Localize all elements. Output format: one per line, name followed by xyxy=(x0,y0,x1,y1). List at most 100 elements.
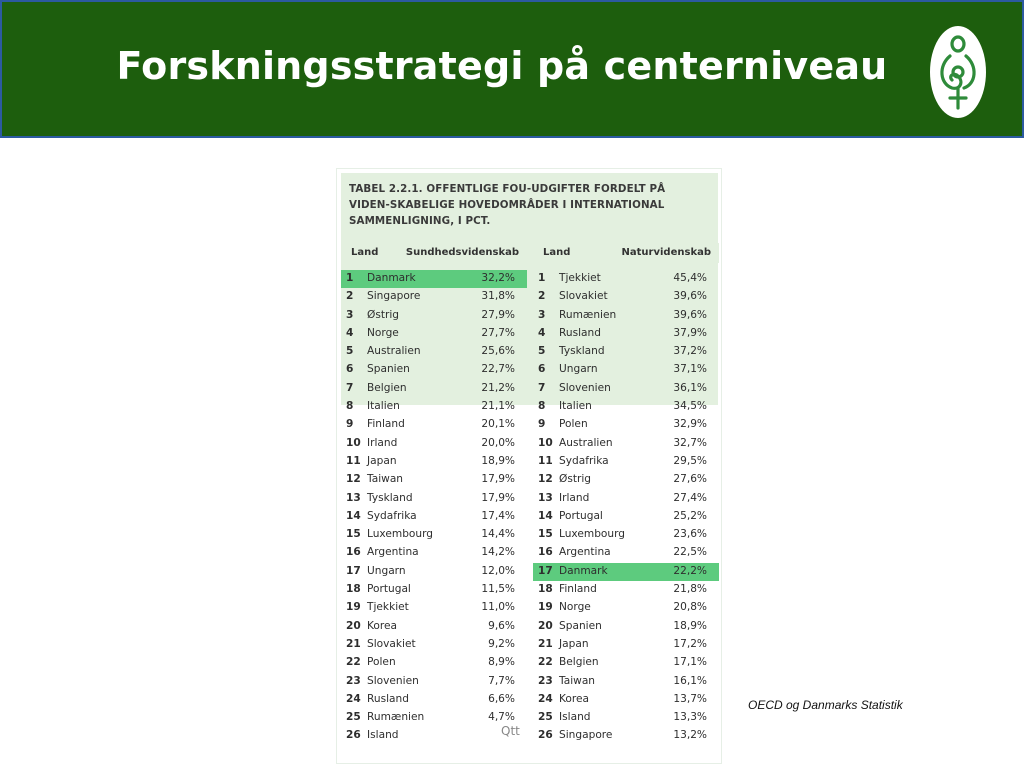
value-cell: 39,6% xyxy=(673,308,707,321)
table-row: 3 Rumænien 39,6% xyxy=(533,307,719,325)
table-header-row: Land Sundhedsvidenskab xyxy=(341,243,527,263)
table-row: 9 Finland 20,1% xyxy=(341,416,527,434)
rank-cell: 15 xyxy=(346,528,361,541)
country-cell: Luxembourg xyxy=(559,528,626,541)
table-row: 13 Tyskland 17,9% xyxy=(341,490,527,508)
value-cell: 25,2% xyxy=(673,509,707,522)
rank-cell: 18 xyxy=(346,583,361,596)
rank-cell: 20 xyxy=(346,619,361,632)
value-cell: 27,7% xyxy=(481,326,515,339)
value-cell: 6,6% xyxy=(488,692,515,705)
country-cell: Norge xyxy=(559,601,591,614)
rank-cell: 23 xyxy=(346,674,361,687)
rank-cell: 19 xyxy=(538,601,553,614)
country-cell: Rusland xyxy=(559,326,601,339)
value-cell: 22,5% xyxy=(673,546,707,559)
country-cell: Italien xyxy=(367,400,400,413)
country-cell: Luxembourg xyxy=(367,528,434,541)
table-rows-right: 1 Tjekkiet 45,4% 2 Slovakiet 39,6% 3 Rumænien 39… xyxy=(533,270,719,746)
table-caption: TABEL 2.2.1. OFFENTLIGE FOU-UDGIFTER FOR… xyxy=(349,183,666,227)
rank-cell: 12 xyxy=(538,473,553,486)
table-row: 7 Slovenien 36,1% xyxy=(533,380,719,398)
table-row: 14 Sydafrika 17,4% xyxy=(341,508,527,526)
rank-cell: 15 xyxy=(538,528,553,541)
table-row: 23 Slovenien 7,7% xyxy=(341,673,527,691)
table-row: 1 Danmark 32,2% xyxy=(341,270,527,289)
value-cell: 8,9% xyxy=(488,656,515,669)
value-cell: 32,2% xyxy=(481,272,515,284)
table-row: 17 Ungarn 12,0% xyxy=(341,563,527,581)
table-row: 22 Belgien 17,1% xyxy=(533,654,719,672)
country-cell: Irland xyxy=(559,491,590,504)
country-cell: Sydafrika xyxy=(367,509,417,522)
rank-cell: 21 xyxy=(346,637,361,650)
country-cell: Island xyxy=(367,729,399,742)
table-row: 25 Island 13,3% xyxy=(533,709,719,727)
rank-cell: 14 xyxy=(538,509,553,522)
column-header-sundhedsvidenskab: Sundhedsvidenskab xyxy=(405,247,519,258)
country-cell: Taiwan xyxy=(367,473,404,486)
rank-cell: 12 xyxy=(346,473,361,486)
table-row: 23 Taiwan 16,1% xyxy=(533,673,719,691)
table-row: 19 Tjekkiet 11,0% xyxy=(341,599,527,617)
country-cell: Taiwan xyxy=(559,674,596,687)
value-cell: 22,2% xyxy=(673,564,707,577)
table-header-band xyxy=(341,173,718,405)
table-row: 18 Finland 21,8% xyxy=(533,581,719,599)
value-cell: 9,6% xyxy=(488,619,515,632)
table-row: 18 Portugal 11,5% xyxy=(341,581,527,599)
value-cell: 32,7% xyxy=(673,436,707,449)
table-row: 15 Luxembourg 14,4% xyxy=(341,526,527,544)
value-cell: 13,2% xyxy=(673,729,707,742)
table-row: 20 Spanien 18,9% xyxy=(533,618,719,636)
value-cell: 17,4% xyxy=(481,509,515,522)
rank-cell: 8 xyxy=(538,400,546,413)
table-row: 3 Østrig 27,9% xyxy=(341,307,527,325)
table-row: 4 Norge 27,7% xyxy=(341,325,527,343)
rank-cell: 24 xyxy=(538,692,553,705)
rank-cell: 5 xyxy=(346,345,354,358)
value-cell: 16,1% xyxy=(673,674,707,687)
country-cell: Slovakiet xyxy=(559,290,608,303)
country-cell: Spanien xyxy=(367,363,410,376)
rank-cell: 22 xyxy=(538,656,553,669)
value-cell: 29,5% xyxy=(673,454,707,467)
table-row: 16 Argentina 14,2% xyxy=(341,544,527,562)
table-row: 9 Polen 32,9% xyxy=(533,416,719,434)
table-row: 19 Norge 20,8% xyxy=(533,599,719,617)
country-cell: Argentina xyxy=(559,546,611,559)
country-cell: Tyskland xyxy=(559,345,605,358)
country-cell: Japan xyxy=(559,637,589,650)
table-row: 26 Singapore 13,2% xyxy=(533,727,719,745)
rank-cell: 3 xyxy=(538,308,546,321)
rank-cell: 19 xyxy=(346,601,361,614)
rank-cell: 7 xyxy=(346,381,354,394)
country-cell: Tyskland xyxy=(367,491,413,504)
column-header-naturvidenskab: Naturvidenskab xyxy=(621,247,711,258)
rank-cell: 26 xyxy=(346,729,361,742)
table-row: 25 Rumænien 4,7% xyxy=(341,709,527,727)
rank-cell: 10 xyxy=(346,436,361,449)
country-cell: Australien xyxy=(367,345,421,358)
table-row: 1 Tjekkiet 45,4% xyxy=(533,270,719,288)
country-cell: Singapore xyxy=(367,290,421,303)
table-header-row: Land Naturvidenskab xyxy=(533,243,719,263)
value-cell: 27,4% xyxy=(673,491,707,504)
slide-header: Forskningsstrategi på centerniveau xyxy=(0,0,1024,138)
source-note: OECD og Danmarks Statistik xyxy=(748,698,903,712)
table-row: 21 Slovakiet 9,2% xyxy=(341,636,527,654)
rank-cell: 6 xyxy=(346,363,354,376)
country-cell: Rumænien xyxy=(367,711,425,724)
rank-cell: 9 xyxy=(538,418,546,431)
value-cell: 13,3% xyxy=(673,711,707,724)
rank-cell: 2 xyxy=(346,290,354,303)
value-cell: 32,9% xyxy=(673,418,707,431)
rank-cell: 21 xyxy=(538,637,553,650)
table-row: 12 Østrig 27,6% xyxy=(533,471,719,489)
table-row: 12 Taiwan 17,9% xyxy=(341,471,527,489)
rank-cell: 26 xyxy=(538,729,553,742)
rank-cell: 2 xyxy=(538,290,546,303)
table-row: 13 Irland 27,4% xyxy=(533,490,719,508)
rank-cell: 11 xyxy=(346,454,361,467)
value-cell: 13,7% xyxy=(673,692,707,705)
